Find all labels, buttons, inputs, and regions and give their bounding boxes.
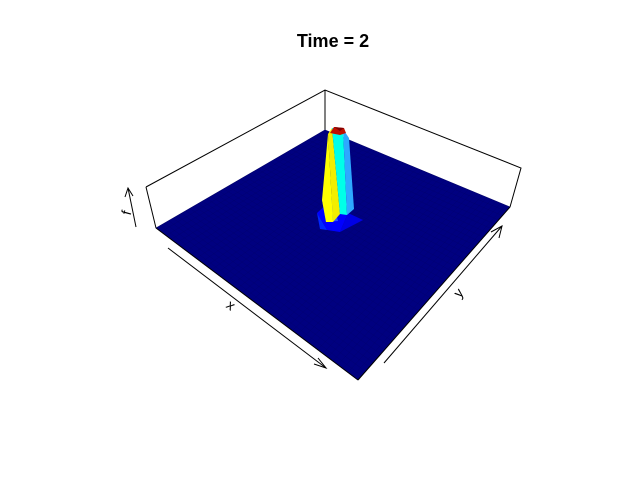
mesh-line: [278, 156, 469, 255]
mesh-line: [297, 183, 455, 335]
axis-arrows: [124, 186, 503, 370]
x-axis-label: x: [223, 297, 238, 314]
mesh-line: [244, 176, 438, 290]
mesh-line: [342, 201, 497, 369]
mesh-line: [265, 164, 457, 268]
mesh-line: [287, 179, 446, 327]
mesh-line: [307, 187, 464, 343]
mesh-line: [248, 173, 442, 286]
mesh-line: [286, 151, 476, 247]
mesh-line: [332, 197, 488, 362]
mesh-line: [302, 185, 460, 339]
z-axis-label: f: [118, 209, 134, 217]
mesh-line: [277, 176, 437, 320]
mesh-line: [256, 168, 418, 305]
mesh-line: [327, 195, 483, 358]
y-axis-label: y: [450, 285, 467, 301]
mesh-line: [269, 161, 461, 264]
mesh-line: [337, 199, 492, 365]
mesh-line: [274, 159, 465, 260]
mesh-line: [272, 174, 432, 316]
mesh-line: [282, 154, 473, 251]
mesh-line: [317, 191, 474, 350]
mesh-line: [347, 203, 501, 373]
mesh-line: [266, 172, 427, 312]
mesh-line: [291, 149, 480, 242]
mesh-line: [312, 189, 469, 346]
mesh-line: [320, 132, 507, 212]
mesh-line: [261, 170, 423, 308]
surface-peak: [317, 127, 363, 232]
mesh-line: [352, 204, 506, 377]
box-frame: [145, 89, 522, 229]
mesh-line: [322, 193, 478, 354]
box-front-edges: [155, 206, 511, 381]
mesh-line: [292, 181, 450, 331]
mesh-line: [282, 177, 441, 324]
plot-title: Time = 2: [297, 31, 369, 51]
